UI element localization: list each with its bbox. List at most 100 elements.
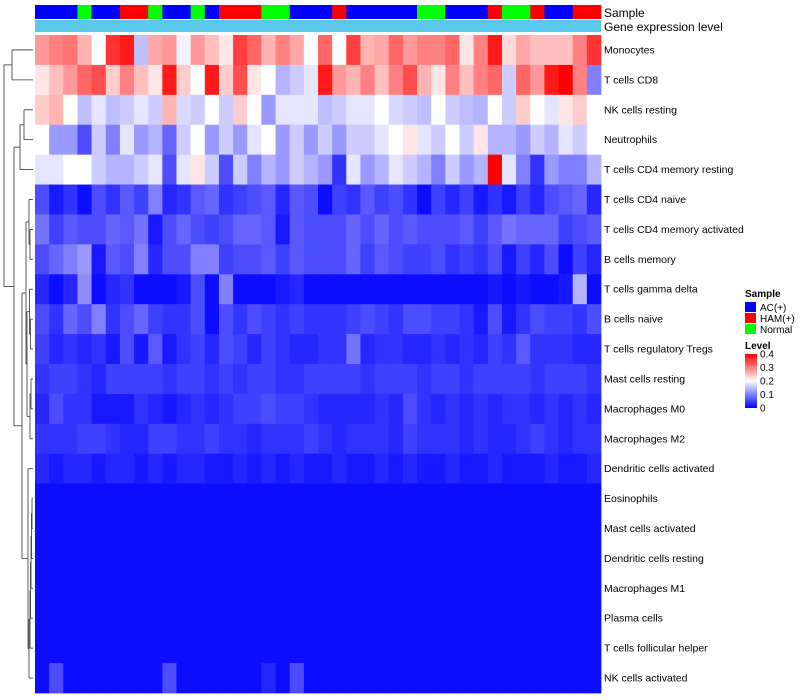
- heatmap-cell: [544, 573, 559, 604]
- heatmap-cell: [303, 184, 319, 215]
- heatmap-cell: [332, 184, 347, 215]
- heatmap-cell: [119, 124, 135, 156]
- heatmap-cell: [218, 573, 234, 604]
- heatmap-cell: [190, 364, 206, 395]
- heatmap-cell: [275, 304, 291, 335]
- heatmap-cell: [459, 154, 475, 185]
- heatmap-cell: [516, 364, 531, 395]
- heatmap-cell: [35, 423, 50, 455]
- heatmap-cell: [35, 663, 50, 694]
- heatmap-cell: [35, 543, 50, 574]
- heatmap-cell: [516, 453, 531, 485]
- sample-cell: [346, 5, 361, 19]
- heatmap-cell: [572, 334, 588, 365]
- heatmap-cell: [558, 35, 574, 66]
- heatmap-cell: [586, 543, 602, 574]
- heatmap-cell: [190, 274, 206, 305]
- heatmap-cell: [190, 483, 206, 514]
- heatmap-cell: [473, 274, 489, 305]
- heatmap-cell: [190, 543, 206, 574]
- heatmap-cell: [303, 633, 319, 664]
- heatmap-cell: [148, 483, 163, 514]
- heatmap-cell: [402, 573, 418, 604]
- heatmap-cell: [77, 603, 92, 634]
- heatmap-cell: [119, 244, 135, 275]
- heatmap-cell: [77, 334, 92, 365]
- heatmap-cell: [289, 184, 305, 215]
- heatmap-cell: [247, 483, 262, 514]
- row-label: Mast cells activated: [604, 523, 696, 535]
- heatmap-cell: [289, 214, 305, 245]
- heatmap-cell: [289, 274, 305, 305]
- heatmap-cell: [261, 154, 276, 185]
- heatmap-cell: [275, 423, 291, 455]
- heatmap-cell: [501, 244, 517, 275]
- sample-annotation-track: [35, 5, 602, 19]
- sample-legend: Sample AC(+)HAM(+)Normal: [745, 289, 795, 336]
- heatmap-cell: [303, 483, 319, 514]
- row-label: Monocytes: [604, 45, 655, 57]
- heatmap-cell: [346, 663, 361, 694]
- heatmap-cell: [91, 124, 107, 156]
- heatmap-cell: [204, 543, 220, 574]
- heatmap-cell: [558, 543, 574, 574]
- heatmap-cell: [119, 154, 135, 185]
- heatmap-cell: [261, 483, 276, 514]
- heatmap-cell: [176, 663, 192, 694]
- heatmap-cell: [204, 453, 220, 485]
- heatmap-cell: [374, 214, 390, 245]
- heatmap-cell: [247, 423, 262, 455]
- heatmap-cell: [558, 423, 574, 455]
- heatmap-cell: [289, 573, 305, 604]
- heatmap-cell: [544, 603, 559, 634]
- heatmap-cell: [402, 154, 418, 185]
- heatmap-cell: [119, 214, 135, 245]
- sample-cell: [91, 5, 107, 19]
- heatmap-cell: [516, 244, 531, 275]
- heatmap-cell: [119, 543, 135, 574]
- heatmap-cell: [516, 513, 531, 544]
- heatmap-cell: [162, 543, 177, 574]
- heatmap-cell: [134, 423, 149, 455]
- heatmap-cell: [289, 453, 305, 485]
- heatmap-cell: [275, 35, 291, 66]
- level-legend-tick: 0.3: [760, 363, 774, 374]
- heatmap-cell: [402, 483, 418, 514]
- heatmap-cell: [402, 663, 418, 694]
- heatmap-cell: [318, 633, 333, 664]
- heatmap-cell: [77, 64, 92, 96]
- heatmap-cell: [459, 184, 475, 215]
- heatmap-cell: [473, 543, 489, 574]
- heatmap-cell: [289, 334, 305, 365]
- heatmap-cell: [190, 304, 206, 335]
- heatmap-cell: [303, 663, 319, 694]
- heatmap-cell: [445, 214, 460, 245]
- heatmap-cell: [487, 513, 503, 544]
- level-legend-title: Level: [745, 341, 771, 352]
- heatmap-cell: [233, 334, 248, 365]
- heatmap-cell: [233, 64, 248, 96]
- heatmap-cell: [148, 274, 163, 305]
- heatmap-cell: [417, 423, 432, 455]
- heatmap-cell: [487, 483, 503, 514]
- heatmap-cell: [190, 603, 206, 634]
- heatmap-cell: [247, 334, 262, 365]
- heatmap-cell: [77, 633, 92, 664]
- heatmap-cell: [275, 184, 291, 215]
- heatmap-cell: [332, 543, 347, 574]
- gene-expression-track-label: Gene expression level: [604, 20, 723, 34]
- heatmap-cell: [417, 244, 432, 275]
- heatmap-cell: [402, 214, 418, 245]
- heatmap-cell: [35, 214, 50, 245]
- heatmap-cell: [417, 304, 432, 335]
- heatmap-cell: [261, 94, 276, 126]
- heatmap-cell: [417, 64, 432, 96]
- heatmap-cell: [586, 423, 602, 455]
- heatmap-cell: [218, 184, 234, 215]
- heatmap-cell: [332, 94, 347, 126]
- heatmap-cell: [501, 603, 517, 634]
- heatmap-cell: [558, 94, 574, 126]
- heatmap-cell: [445, 513, 460, 544]
- heatmap-cell: [445, 483, 460, 514]
- heatmap-cell: [233, 513, 248, 544]
